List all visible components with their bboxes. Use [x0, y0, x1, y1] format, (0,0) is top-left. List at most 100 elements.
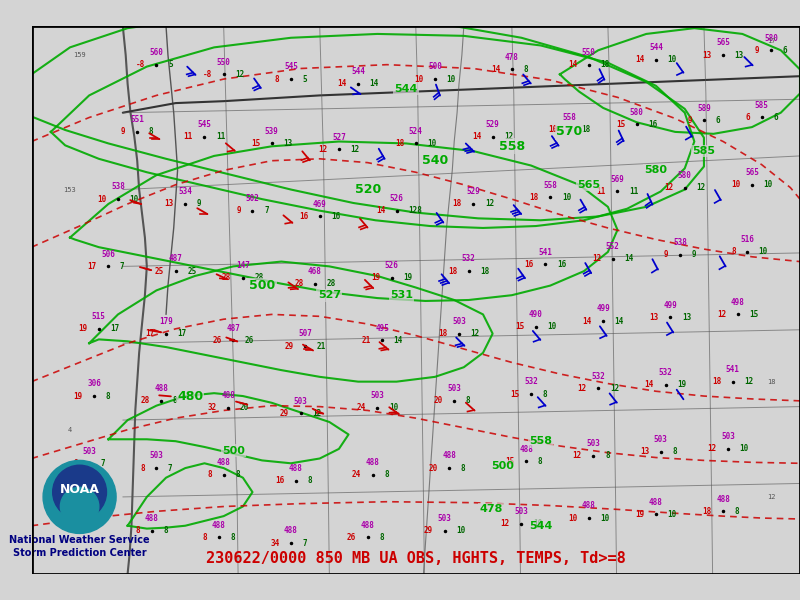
Text: 153: 153	[64, 187, 76, 193]
Text: 545: 545	[198, 120, 211, 129]
Text: 15: 15	[616, 120, 625, 129]
Text: 8: 8	[731, 247, 736, 256]
Text: 540: 540	[422, 154, 448, 167]
Text: 589: 589	[697, 104, 711, 113]
Text: Storm Prediction Center: Storm Prediction Center	[13, 548, 146, 557]
Text: 230622/0000 850 MB UA OBS, HGHTS, TEMPS, Td>=8: 230622/0000 850 MB UA OBS, HGHTS, TEMPS,…	[206, 551, 626, 566]
Text: 532: 532	[524, 377, 538, 386]
Text: 19: 19	[677, 380, 686, 389]
Text: 12: 12	[235, 70, 245, 79]
Text: 28: 28	[141, 397, 150, 406]
Text: 13: 13	[650, 313, 658, 322]
Text: 8: 8	[73, 459, 78, 468]
Text: 503: 503	[452, 317, 466, 326]
Text: 8: 8	[149, 127, 154, 136]
Text: 503: 503	[447, 384, 461, 393]
Text: 14: 14	[582, 317, 591, 326]
Text: 488: 488	[289, 464, 302, 473]
Text: 21: 21	[362, 336, 370, 345]
Text: 14: 14	[338, 79, 346, 88]
Text: 12: 12	[573, 451, 582, 460]
Text: 24: 24	[352, 470, 361, 479]
Text: 32: 32	[208, 403, 217, 412]
Text: 10: 10	[446, 74, 456, 83]
Text: 8: 8	[140, 464, 145, 473]
Text: 541: 541	[726, 365, 740, 374]
Text: 17: 17	[110, 325, 119, 334]
Text: 532: 532	[658, 368, 673, 377]
Text: 15: 15	[515, 322, 524, 331]
Text: 8: 8	[538, 457, 542, 466]
Text: 15: 15	[749, 310, 758, 319]
Text: 6: 6	[96, 521, 101, 530]
Text: 12: 12	[767, 494, 775, 500]
Text: 544: 544	[649, 43, 663, 52]
Text: 16: 16	[275, 476, 284, 485]
Text: 532: 532	[462, 254, 475, 263]
Text: 488: 488	[716, 494, 730, 503]
Text: 8: 8	[466, 397, 470, 406]
Text: 12: 12	[717, 310, 726, 319]
Text: 16: 16	[331, 212, 341, 221]
Text: 580: 580	[678, 171, 692, 180]
Text: 10: 10	[389, 403, 398, 412]
Text: 12: 12	[470, 329, 480, 338]
Text: 8: 8	[202, 533, 207, 542]
Text: 18: 18	[530, 193, 538, 202]
Text: 488: 488	[284, 526, 298, 535]
Text: 545: 545	[284, 62, 298, 71]
Text: 541: 541	[538, 248, 552, 257]
Text: 159: 159	[74, 52, 86, 58]
Text: 8: 8	[605, 451, 610, 460]
Text: 25: 25	[155, 266, 164, 275]
Text: 10: 10	[547, 322, 557, 331]
Text: 488: 488	[649, 497, 663, 506]
Text: 488: 488	[519, 445, 533, 454]
Text: 12: 12	[312, 409, 322, 418]
Text: 538: 538	[673, 238, 687, 247]
Text: 6: 6	[773, 113, 778, 122]
Text: 569: 569	[610, 175, 625, 184]
Text: 8: 8	[163, 526, 168, 535]
Text: 499: 499	[596, 304, 610, 313]
Text: 8: 8	[230, 533, 235, 542]
Text: 12: 12	[578, 384, 586, 393]
Text: 552: 552	[606, 242, 620, 251]
Text: 16: 16	[525, 260, 534, 269]
Text: 524: 524	[409, 127, 422, 136]
Text: 8: 8	[384, 470, 389, 479]
Text: 506: 506	[102, 250, 115, 259]
Text: 29: 29	[285, 341, 294, 350]
Text: 18: 18	[600, 60, 610, 69]
Text: 8: 8	[173, 397, 178, 406]
Text: 13: 13	[283, 139, 293, 148]
Text: 11: 11	[184, 132, 193, 141]
Text: 580: 580	[645, 166, 667, 175]
Text: 488: 488	[366, 458, 379, 467]
Text: 558: 558	[543, 181, 557, 190]
Text: 20: 20	[434, 397, 442, 406]
Text: 18: 18	[581, 125, 590, 134]
Text: 550: 550	[217, 58, 230, 67]
Text: 11: 11	[629, 187, 638, 196]
Text: NOAA: NOAA	[60, 483, 99, 496]
Text: 531: 531	[390, 290, 413, 300]
Text: 515: 515	[92, 312, 106, 321]
Text: 10: 10	[427, 139, 437, 148]
Text: 538: 538	[111, 182, 125, 191]
Text: 16: 16	[299, 212, 308, 221]
Text: 526: 526	[390, 194, 403, 203]
Text: 24: 24	[357, 403, 366, 412]
Text: 10: 10	[549, 125, 558, 134]
Text: 12: 12	[350, 145, 360, 154]
Text: 502: 502	[246, 194, 259, 203]
Text: 503: 503	[294, 397, 307, 406]
Text: 500: 500	[249, 279, 275, 292]
Text: 10: 10	[739, 445, 749, 454]
Text: 550: 550	[582, 48, 596, 57]
Text: 14: 14	[491, 65, 500, 74]
Text: 544: 544	[394, 83, 418, 94]
Text: 534: 534	[178, 187, 192, 196]
Text: 12: 12	[610, 384, 619, 393]
Text: 26: 26	[347, 533, 356, 542]
